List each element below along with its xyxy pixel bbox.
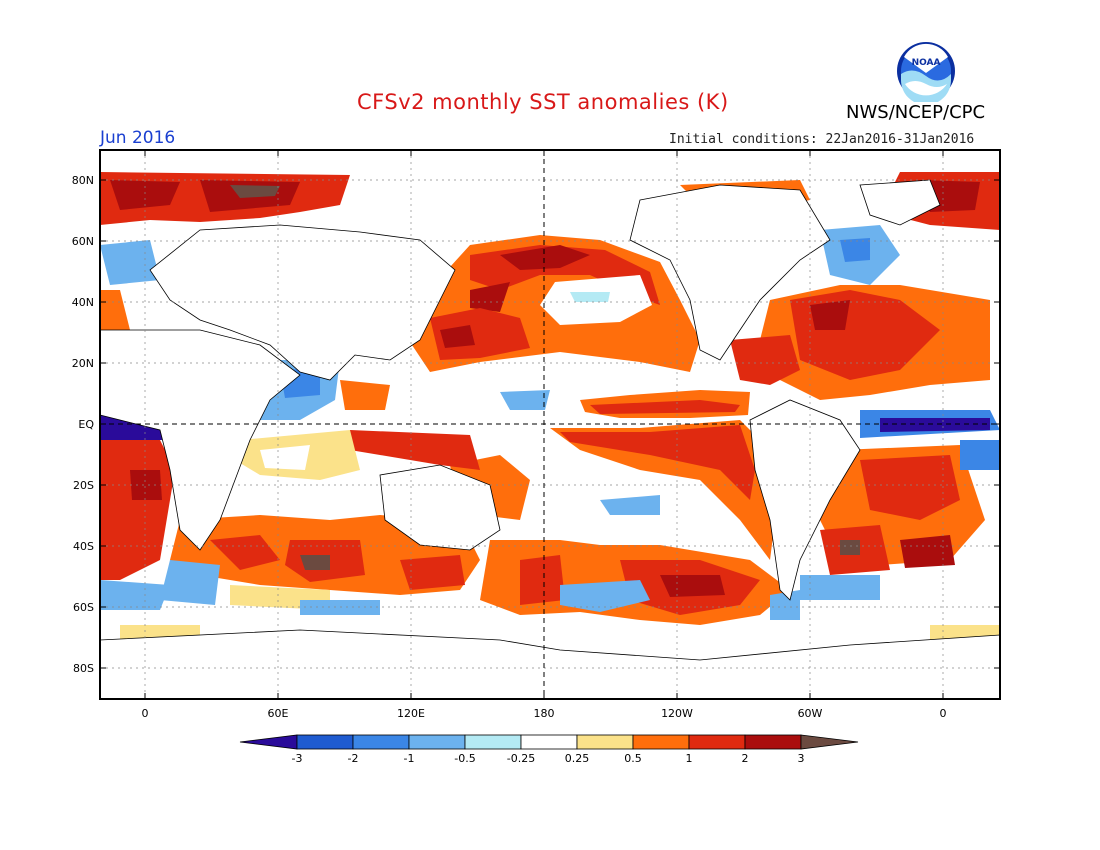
lat-label-20n: 20N — [72, 357, 94, 370]
colorbar-label: 1 — [686, 752, 693, 765]
colorbar-segment-neg3-neg2 — [296, 734, 354, 750]
colorbar-segment-neg2-neg1 — [352, 734, 410, 750]
organization-label: NWS/NCEP/CPC — [846, 102, 986, 123]
antarctica-landmass — [100, 629, 1000, 699]
australia-landmass — [379, 464, 501, 551]
colorbar-label: -2 — [348, 752, 359, 765]
lon-label-60e: 60E — [268, 707, 289, 720]
colorbar-segment-above-3 — [800, 734, 859, 750]
lat-label-eq: EQ — [78, 418, 94, 431]
lat-tick-marks — [100, 179, 1000, 669]
colorbar-label: 0.5 — [624, 752, 642, 765]
colorbar-label: -3 — [292, 752, 303, 765]
colorbar-label: 0.25 — [565, 752, 590, 765]
colorbar-label: -1 — [404, 752, 415, 765]
colorbar-segment-05-1 — [632, 734, 690, 750]
colorbar-segment-below-neg3 — [239, 734, 298, 750]
figure-title: CFSv2 monthly SST anomalies (K) — [357, 90, 729, 114]
lat-label-60n: 60N — [72, 235, 94, 248]
colorbar-labels: -3 -2 -1 -0.5 -0.25 0.25 0.5 1 2 3 — [292, 752, 805, 765]
greenland-landmass — [859, 179, 941, 226]
initial-conditions-label: Initial conditions: 22Jan2016-31Jan2016 — [669, 132, 975, 147]
colorbar-segment-1-2 — [688, 734, 746, 750]
lon-label-60w: 60W — [798, 707, 823, 720]
lat-labels: 80N 60N 40N 20N EQ 20S 40S 60S 80S — [72, 174, 95, 675]
colorbar-segment-2-3 — [744, 734, 802, 750]
colorbar-segment-025-05 — [576, 734, 634, 750]
eurasia-landmass — [149, 224, 456, 381]
graticule — [100, 150, 1000, 699]
lat-label-40s: 40S — [73, 540, 94, 553]
lat-label-80s: 80S — [73, 662, 94, 675]
colorbar — [239, 734, 859, 750]
forecast-month-label: Jun 2016 — [100, 128, 176, 148]
africa-landmass — [100, 329, 301, 551]
colorbar-label: -0.25 — [507, 752, 535, 765]
reference-lines — [100, 150, 1000, 699]
noaa-logo-icon: NOAA — [897, 42, 955, 102]
colorbar-segment-neutral — [520, 734, 578, 750]
lon-label-120e: 120E — [397, 707, 425, 720]
lon-label-0: 0 — [142, 707, 149, 720]
colorbar-label: 3 — [798, 752, 805, 765]
lat-label-40n: 40N — [72, 296, 94, 309]
lon-label-180: 180 — [534, 707, 555, 720]
lon-label-120w: 120W — [661, 707, 693, 720]
lat-label-80n: 80N — [72, 174, 94, 187]
colorbar-segment-neg05-neg025 — [464, 734, 522, 750]
lat-label-60s: 60S — [73, 601, 94, 614]
lat-label-20s: 20S — [73, 479, 94, 492]
north-america-landmass — [629, 184, 831, 361]
colorbar-label: -0.5 — [454, 752, 475, 765]
anomaly-field — [100, 172, 1000, 699]
noaa-logo-text: NOAA — [912, 58, 941, 68]
lon-tick-marks — [144, 150, 944, 699]
lon-labels: 0 60E 120E 180 120W 60W 0 — [142, 707, 947, 720]
colorbar-label: 2 — [742, 752, 749, 765]
colorbar-segment-neg1-neg05 — [408, 734, 466, 750]
south-america-landmass — [749, 399, 861, 601]
lon-label-0-east: 0 — [940, 707, 947, 720]
